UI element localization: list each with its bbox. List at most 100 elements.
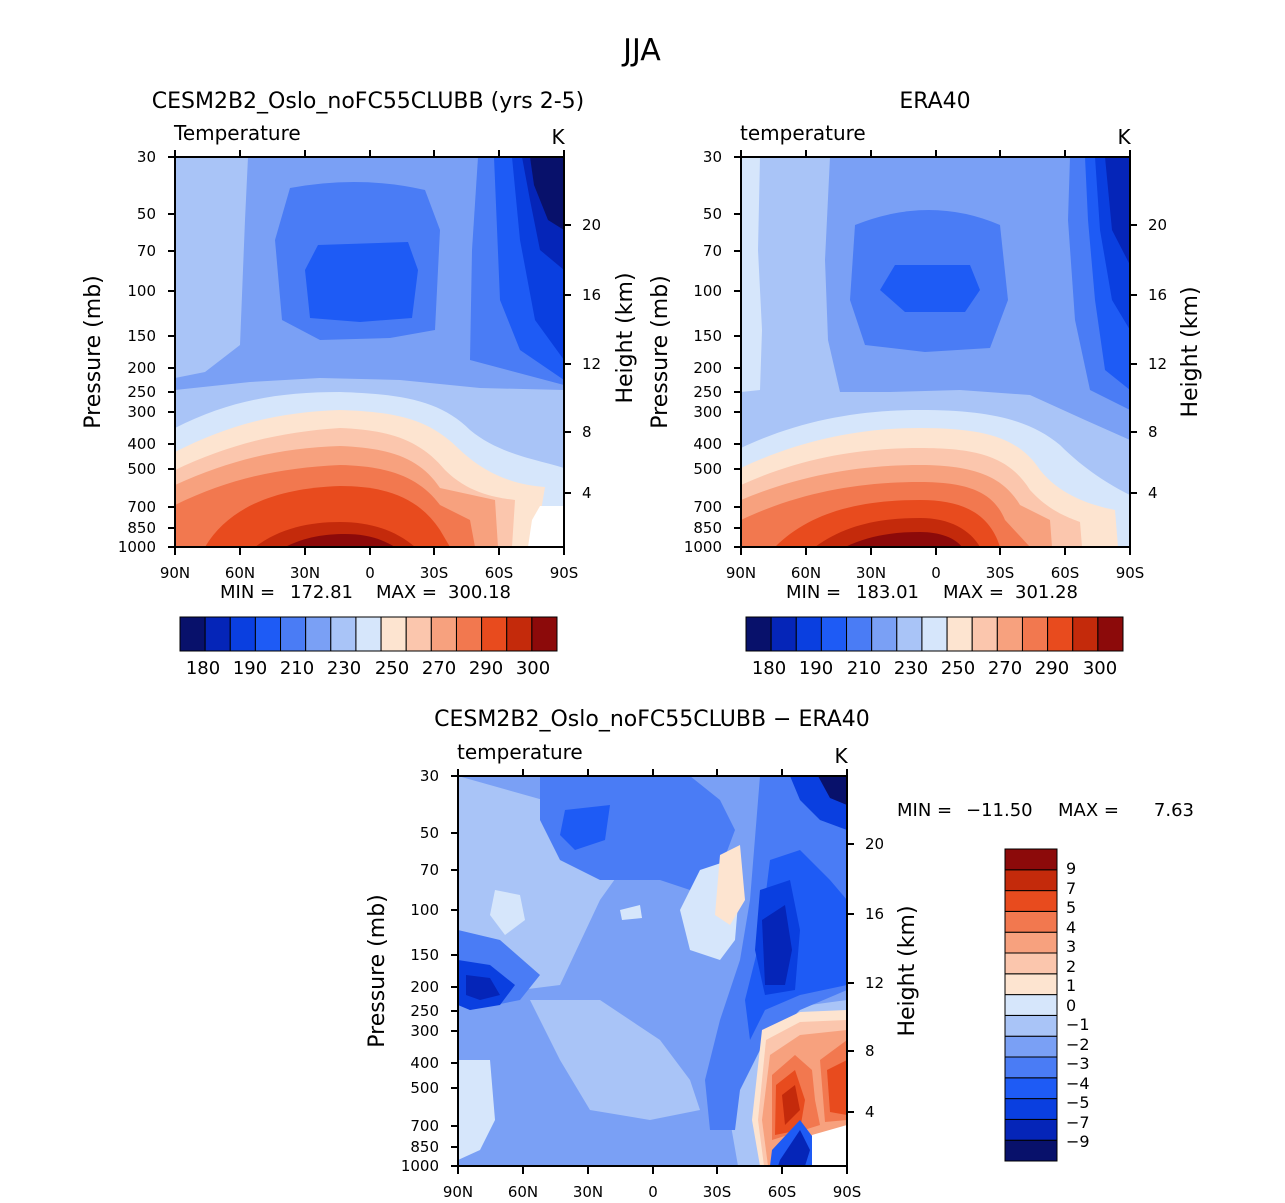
height-tick-label: 16	[582, 286, 601, 304]
contour-band	[782, 1085, 800, 1125]
y2-axis-label: Height (km)	[1178, 286, 1203, 417]
colorbar-swatch	[280, 616, 307, 652]
x-tick-label: 90S	[550, 564, 579, 582]
y-tick-label: 200	[693, 359, 722, 377]
colorbar-label: −1	[1066, 1015, 1090, 1034]
contour-band	[540, 776, 735, 890]
height-tick-label: 20	[1148, 216, 1167, 234]
colorbar-label: 4	[1066, 918, 1076, 937]
y-tick-label: 500	[410, 1079, 439, 1097]
y-tick-label: 200	[127, 359, 156, 377]
min-value: 172.81	[290, 582, 353, 603]
colorbar-label: 230	[327, 658, 361, 679]
page-title: JJA	[621, 33, 661, 68]
colorbar-swatch	[1004, 1077, 1058, 1100]
units-label: K	[834, 744, 848, 768]
missing-data	[812, 1125, 847, 1166]
colorbar-label: 290	[1035, 658, 1069, 679]
contour-band	[778, 1130, 810, 1166]
y-tick-label: 500	[693, 460, 722, 478]
y-tick-label: 1000	[401, 1157, 439, 1175]
colorbar-swatch	[1004, 1118, 1058, 1141]
contour-band	[827, 1060, 847, 1115]
colorbar-label: 250	[941, 658, 975, 679]
colorbar-swatch	[996, 616, 1023, 652]
x-tick-label: 90N	[160, 564, 190, 582]
y-tick-label: 1000	[684, 538, 722, 556]
colorbar-swatch	[896, 616, 923, 652]
y-tick-label: 850	[410, 1138, 439, 1156]
colorbar-label: 190	[799, 658, 833, 679]
y-tick-label: 150	[693, 327, 722, 345]
colorbar-label: 210	[847, 658, 881, 679]
colorbar-swatch	[305, 616, 332, 652]
x-tick-label: 0	[931, 564, 941, 582]
height-tick-label: 4	[865, 1103, 875, 1121]
colorbar-swatch	[921, 616, 948, 652]
colorbar-label: 0	[1066, 996, 1076, 1015]
panel-model: CESM2B2_Oslo_noFC55CLUBB (yrs 2-5) Tempe…	[81, 89, 638, 679]
x-tick-label: 30S	[986, 564, 1015, 582]
max-value: 300.18	[448, 582, 511, 603]
y-tick-label: 70	[420, 861, 439, 879]
contour-band	[762, 905, 792, 985]
colorbar-swatch	[531, 616, 558, 652]
colorbar-label: −7	[1066, 1113, 1090, 1132]
colorbar-swatch	[871, 616, 898, 652]
colorbar	[745, 616, 1124, 652]
max-value: 301.28	[1015, 582, 1078, 603]
colorbar-swatch	[770, 616, 797, 652]
max-label: MAX =	[1058, 800, 1119, 821]
y-tick-label: 300	[410, 1022, 439, 1040]
height-tick-label: 8	[1148, 423, 1158, 441]
y-tick-label: 150	[127, 327, 156, 345]
colorbar-swatch	[204, 616, 231, 652]
x-tick-label: 60S	[768, 1183, 797, 1201]
y-tick-label: 250	[127, 383, 156, 401]
colorbar-swatch	[1004, 1014, 1058, 1037]
y-tick-label: 70	[137, 242, 156, 260]
contour-band	[530, 157, 564, 230]
colorbar-swatch	[380, 616, 407, 652]
x-tick-label: 0	[365, 564, 375, 582]
panel-title: CESM2B2_Oslo_noFC55CLUBB − ERA40	[434, 707, 870, 732]
colorbar-label: 230	[894, 658, 928, 679]
y2-axis-label: Height (km)	[613, 272, 638, 403]
colorbar-swatch	[1004, 848, 1058, 871]
min-value: −11.50	[966, 800, 1033, 821]
contour-field	[741, 157, 1130, 547]
colorbar-swatch	[1004, 931, 1058, 954]
y-tick-label: 30	[703, 148, 722, 166]
y-tick-label: 400	[410, 1054, 439, 1072]
contour-band	[458, 776, 847, 1166]
x-tick-label: 60S	[485, 564, 514, 582]
x-tick-label: 90S	[833, 1183, 862, 1201]
y-tick-label: 50	[137, 205, 156, 223]
colorbar-swatch	[946, 616, 973, 652]
x-tick-label: 60N	[508, 1183, 538, 1201]
min-value: 183.01	[856, 582, 919, 603]
y-tick-label: 70	[703, 242, 722, 260]
y-tick-label: 100	[410, 901, 439, 919]
colorbar-label: 190	[233, 658, 267, 679]
y-tick-label: 400	[127, 435, 156, 453]
y-tick-label: 700	[693, 498, 722, 516]
colorbar-label: −9	[1066, 1132, 1090, 1151]
colorbar-label: 9	[1066, 859, 1076, 878]
panel-difference: CESM2B2_Oslo_noFC55CLUBB − ERA40 tempera…	[365, 707, 1194, 1201]
contour-band	[741, 157, 762, 392]
colorbar-label: 300	[516, 658, 550, 679]
colorbar-swatch	[971, 616, 998, 652]
colorbar-swatch	[229, 616, 256, 652]
contour-band	[458, 1060, 495, 1160]
y-tick-label: 1000	[118, 538, 156, 556]
colorbar-swatch	[506, 616, 533, 652]
y-tick-label: 700	[127, 498, 156, 516]
max-value: 7.63	[1154, 800, 1194, 821]
colorbar-swatch	[1097, 616, 1124, 652]
y-tick-label: 850	[127, 519, 156, 537]
colorbar-label: 5	[1066, 898, 1076, 917]
colorbar-label: 180	[752, 658, 786, 679]
y-tick-label: 500	[127, 460, 156, 478]
contour-band	[715, 845, 745, 925]
